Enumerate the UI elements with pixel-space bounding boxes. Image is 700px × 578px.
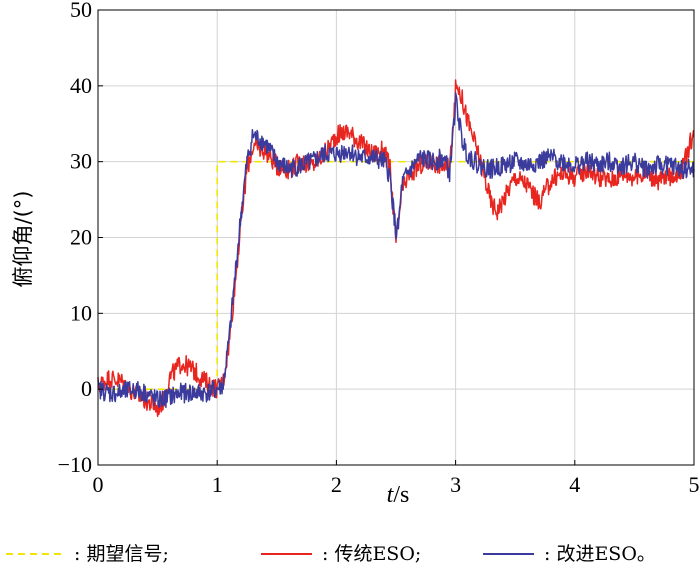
y-tick-label: 10 [70,300,92,325]
y-tick-label: 30 [70,149,92,174]
desired-signal-line [98,160,694,390]
x-tick-label: 1 [212,472,223,497]
legend-label: : 改进ESO。 [544,543,656,565]
legend-label: : 期望信号; [74,543,169,565]
y-tick-label: 20 [70,225,92,250]
y-tick-label: 50 [70,0,92,22]
y-axis-label: 俯仰角/(°) [11,191,35,288]
y-tick-label: 0 [81,376,92,401]
y-tick-label: −10 [58,452,92,477]
x-axis-ticks: 0 1 2 3 4 5 [93,460,700,497]
traditional-eso-line [97,79,695,418]
legend-label: : 传统ESO; [322,543,421,565]
x-tick-label: 3 [450,472,461,497]
improved-eso-line [97,92,695,409]
series-layer [97,79,695,418]
x-axis-label: t/s [387,482,410,508]
y-tick-label: 40 [70,73,92,98]
y-axis-ticks: −10 0 10 20 30 40 50 [58,0,103,477]
x-tick-label: 5 [689,472,700,497]
x-tick-label: 0 [93,472,104,497]
x-tick-label: 4 [569,472,580,497]
legend: : 期望信号; : 传统ESO; : 改进ESO。 [6,543,656,565]
x-tick-label: 2 [331,472,342,497]
